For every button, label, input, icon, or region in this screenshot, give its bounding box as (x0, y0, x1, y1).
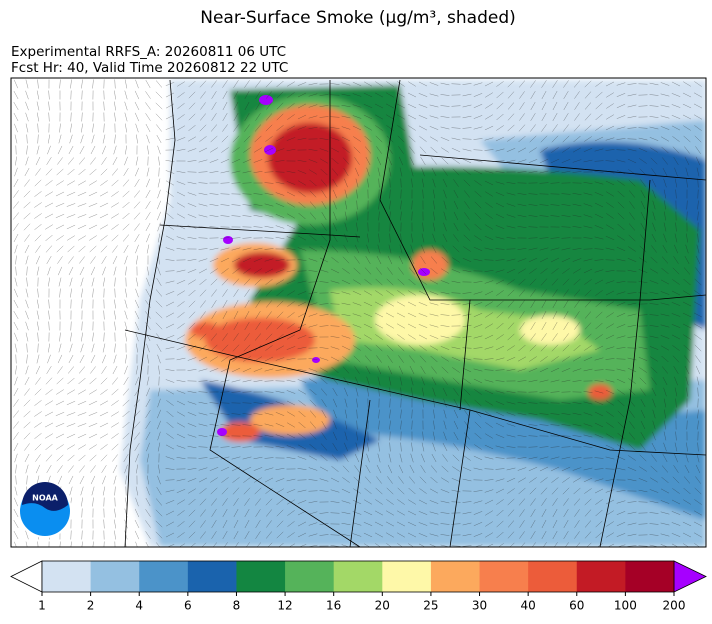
colorbar-bin (625, 561, 674, 592)
colorbar-bin (91, 561, 140, 592)
colorbar-tick-label: 25 (423, 599, 438, 613)
map (11, 78, 706, 550)
colorbar-bin (382, 561, 431, 592)
colorbar-tick-label: 20 (375, 599, 390, 613)
colorbar-bin (42, 561, 91, 592)
smoke-spot (217, 428, 227, 436)
smoke-spot (223, 236, 233, 244)
smoke-area (205, 318, 315, 362)
smoke-area (268, 123, 352, 193)
smoke-spot (312, 357, 320, 363)
colorbar-tick-label: 100 (614, 599, 637, 613)
colorbar-tick-label: 2 (87, 599, 95, 613)
colorbar-tick-label: 1 (38, 599, 46, 613)
colorbar-tick-label: 16 (326, 599, 341, 613)
smoke-area (520, 315, 580, 345)
colorbar-under (11, 561, 42, 592)
colorbar-bin (139, 561, 188, 592)
smoke-field (120, 80, 706, 547)
colorbar-tick-label: 200 (663, 599, 686, 613)
colorbar-bin (480, 561, 529, 592)
colorbar-tick-label: 30 (472, 599, 487, 613)
run-label: Experimental RRFS_A: 20260811 06 UTC (11, 44, 286, 60)
colorbar-tick-label: 12 (277, 599, 292, 613)
colorbar-bin (334, 561, 383, 592)
smoke-spot (264, 145, 276, 155)
smoke-area (250, 405, 330, 435)
colorbar-over (674, 561, 706, 592)
map-title: Near-Surface Smoke (μg/m³, shaded) (200, 8, 516, 28)
colorbar-tick-label: 40 (521, 599, 536, 613)
smoke-area (588, 384, 612, 400)
colorbar-bin (528, 561, 577, 592)
colorbar-bin (285, 561, 334, 592)
colorbar-bin (236, 561, 285, 592)
colorbar-tick-label: 8 (233, 599, 241, 613)
smoke-area (375, 295, 465, 345)
colorbar-bin (188, 561, 237, 592)
smoke-area (190, 322, 220, 338)
smoke-area (234, 252, 290, 278)
colorbar-bin (577, 561, 626, 592)
valid-label: Fcst Hr: 40, Valid Time 20260812 22 UTC (11, 60, 288, 76)
colorbar-tick-label: 4 (135, 599, 143, 613)
colorbar-tick-label: 6 (184, 599, 192, 613)
colorbar-tick-label: 60 (569, 599, 584, 613)
colorbar-bin (431, 561, 480, 592)
logo-text: NOAA (32, 494, 58, 503)
